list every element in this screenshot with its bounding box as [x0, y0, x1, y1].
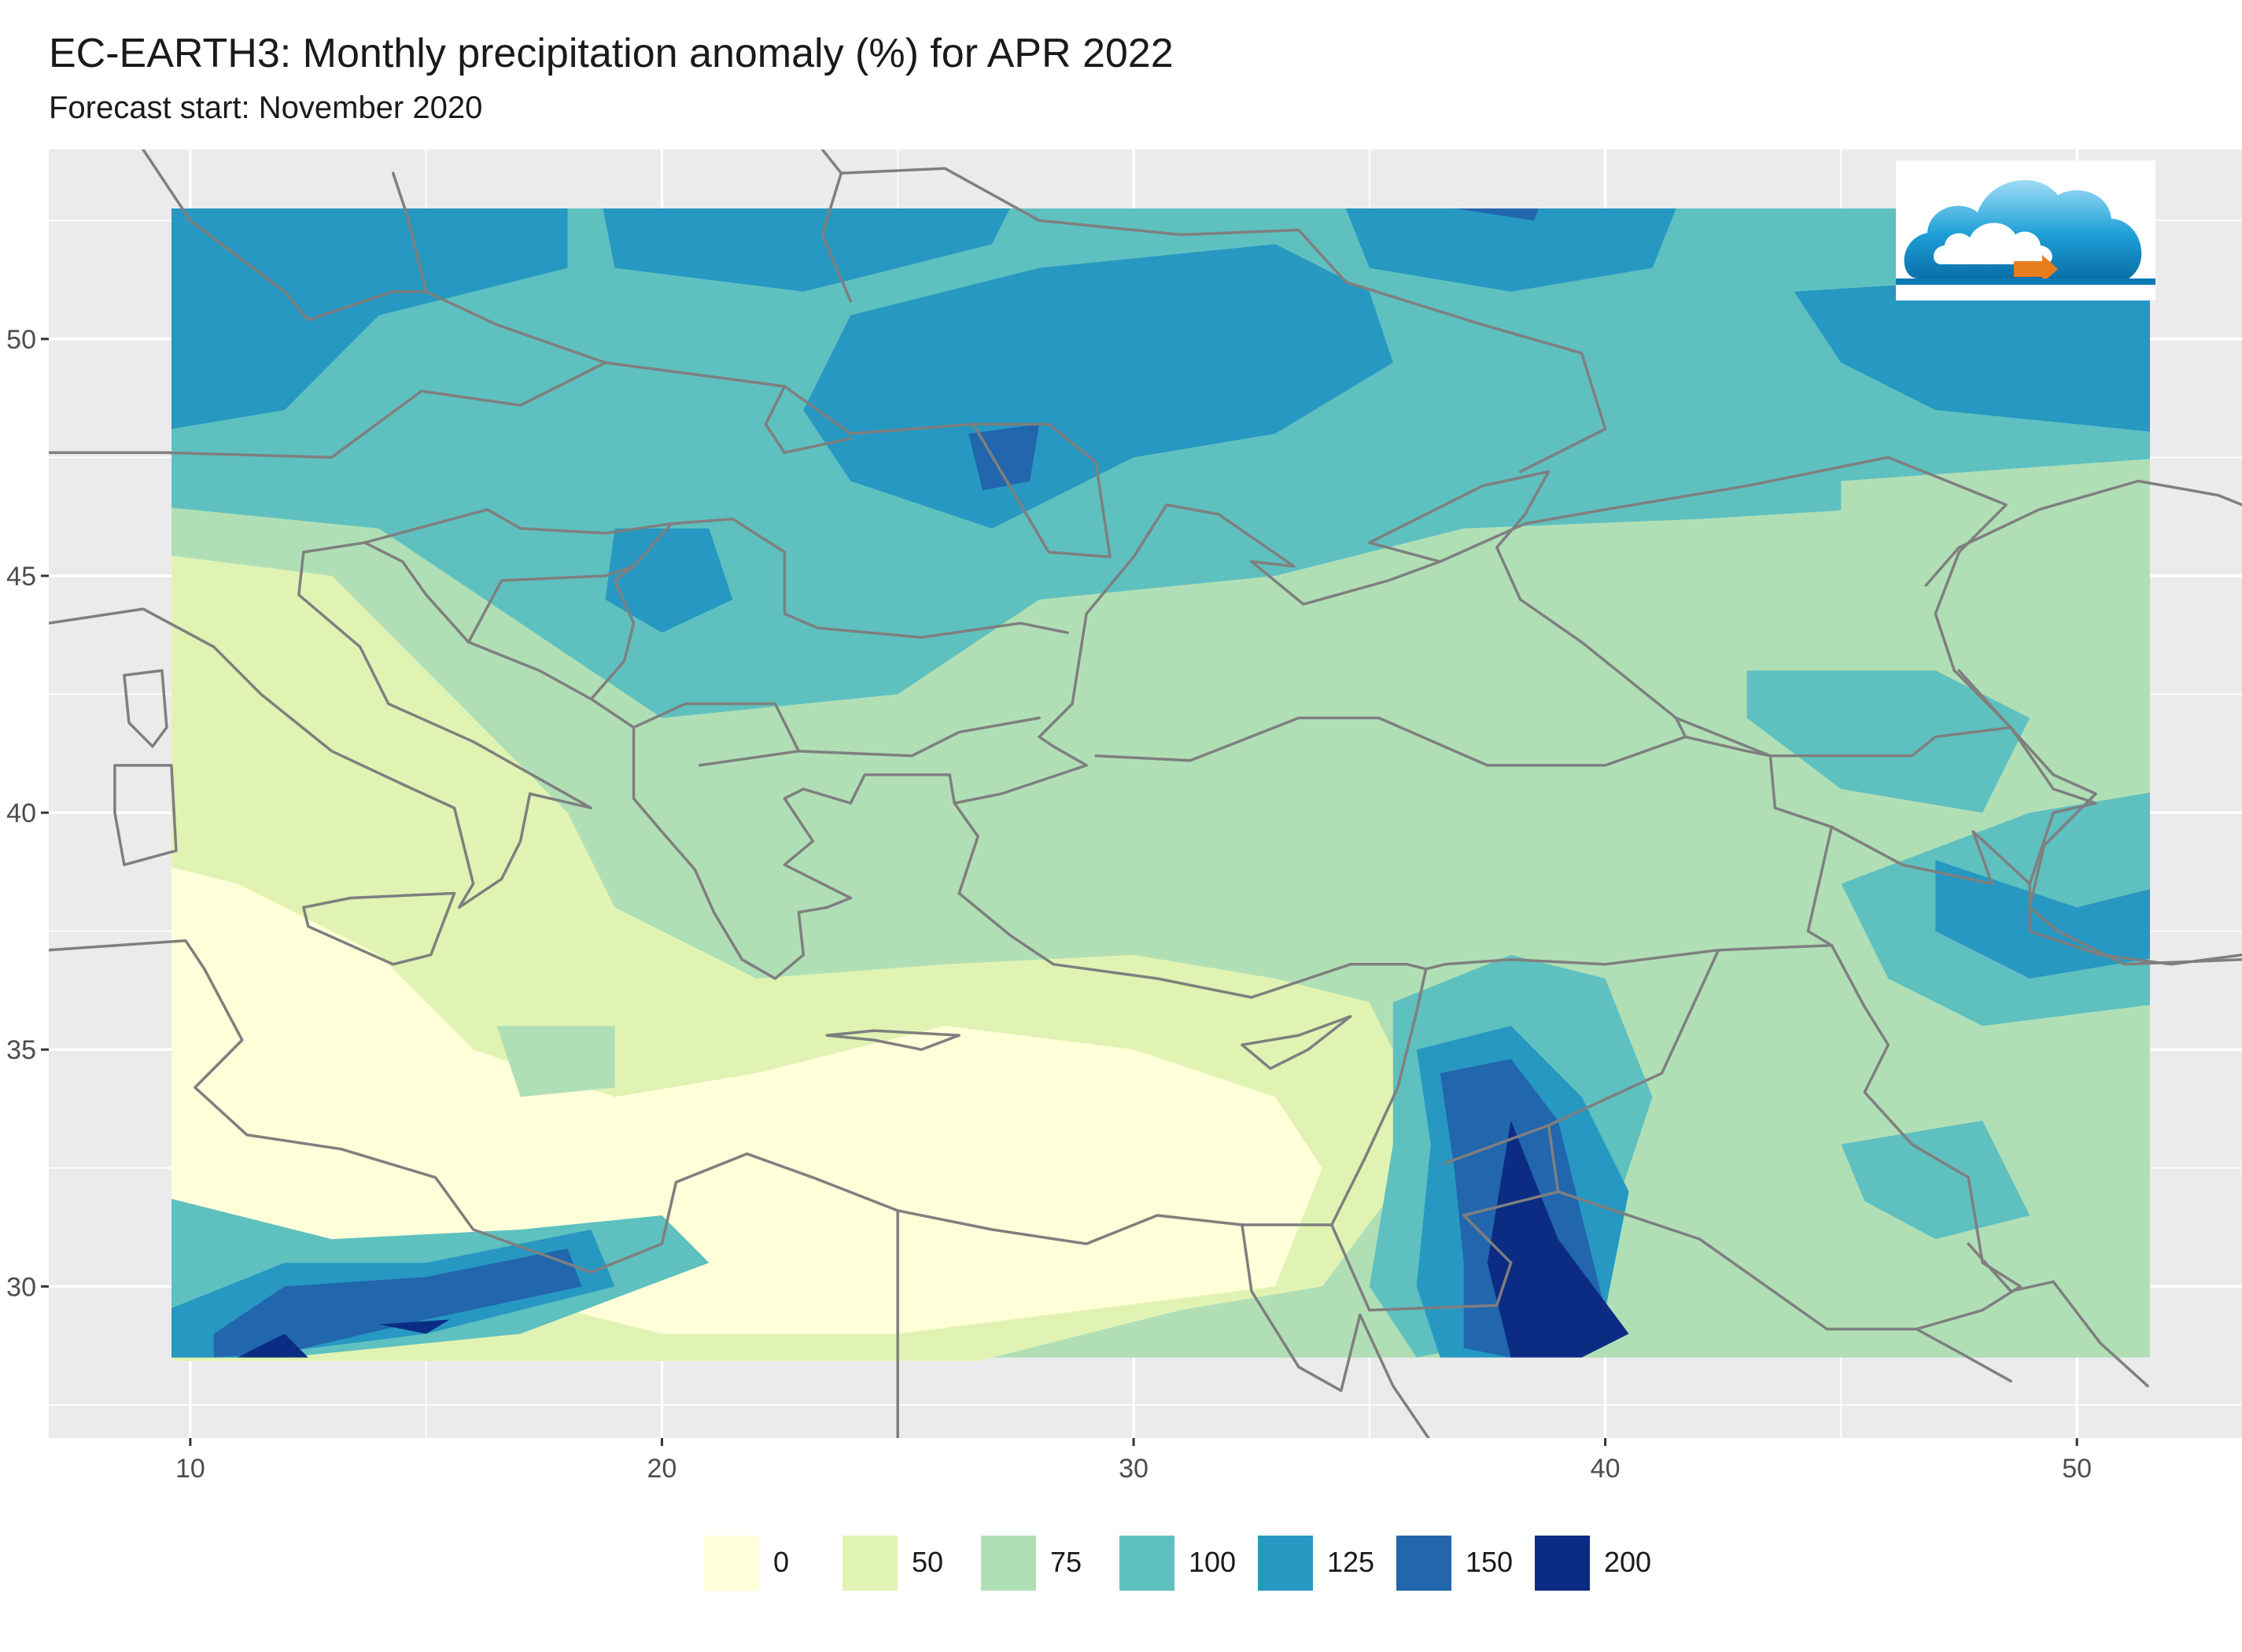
y-tick-label: 40 — [6, 798, 36, 828]
anomaly-region-150 — [968, 424, 1040, 491]
anomaly-region-125 — [803, 244, 1393, 529]
cloud-logo-icon — [1896, 160, 2155, 301]
border-line — [1674, 716, 2012, 758]
border-line — [1241, 1223, 1430, 1438]
anomaly-region-125 — [605, 528, 733, 633]
y-tick-label: 45 — [6, 562, 36, 592]
border-line — [1683, 735, 1772, 758]
border-line — [632, 702, 801, 753]
border-line — [1830, 943, 2022, 1312]
legend-swatch — [1119, 1536, 1174, 1591]
legend-label: 50 — [912, 1546, 944, 1578]
anomaly-region-75 — [496, 1026, 615, 1097]
border-line — [764, 385, 853, 455]
border-line — [1915, 1327, 2012, 1383]
anomaly-region-100 — [1841, 1120, 2030, 1240]
border-line — [839, 167, 1607, 474]
x-tick-label: 30 — [1119, 1454, 1149, 1484]
legend-label: 100 — [1189, 1546, 1237, 1578]
border-line — [698, 716, 1041, 767]
border-line — [1768, 754, 2031, 886]
map-subtitle: Forecast start: November 2020 — [49, 90, 483, 125]
map-title: EC-EARTH3: Monthly precipitation anomaly… — [49, 31, 1174, 76]
border-line — [123, 669, 168, 748]
border-line — [49, 361, 1112, 559]
border-line — [391, 171, 428, 293]
anomaly-region-125 — [603, 208, 1010, 292]
x-axis: 10 20 30 40 50 — [175, 1438, 2092, 1484]
border-line — [1967, 1242, 2149, 1388]
legend-label: 200 — [1604, 1546, 1652, 1578]
anomaly-region-200 — [237, 1333, 308, 1358]
border-line — [1368, 948, 1720, 1312]
border-line — [1241, 1015, 1352, 1071]
x-tick-label: 50 — [2062, 1454, 2092, 1484]
anomaly-region-125 — [1794, 269, 2150, 432]
anomaly-region-125 — [1345, 208, 1676, 292]
country-borders — [49, 149, 2242, 1438]
border-line — [1443, 1123, 1551, 1165]
border-line — [302, 891, 456, 966]
y-tick-label: 50 — [6, 325, 36, 355]
border-line — [1957, 669, 2242, 966]
border-line — [820, 149, 853, 303]
border-line — [589, 517, 1069, 701]
border-line — [363, 541, 956, 980]
legend-swatch — [704, 1536, 759, 1591]
legend-swatch — [981, 1536, 1036, 1591]
anomaly-region-75 — [1841, 459, 2150, 669]
legend-swatch — [843, 1536, 898, 1591]
anomaly-region-150 — [213, 1248, 582, 1358]
border-line — [142, 149, 607, 364]
y-tick-label: 30 — [6, 1272, 36, 1302]
x-tick-label: 20 — [647, 1454, 677, 1484]
x-tick-label: 40 — [1591, 1454, 1621, 1484]
y-tick-label: 35 — [6, 1035, 36, 1065]
anomaly-region-200 — [378, 1319, 450, 1334]
border-line — [466, 565, 636, 644]
legend-label: 125 — [1327, 1546, 1375, 1578]
border-line — [49, 470, 1687, 1274]
legend-swatch — [1535, 1536, 1590, 1591]
anomaly-region-0 — [171, 867, 1322, 1334]
anomaly-field — [171, 208, 2150, 1361]
anomaly-region-100 — [1746, 670, 2030, 813]
border-line — [1438, 455, 2242, 966]
x-tick-label: 10 — [175, 1454, 205, 1484]
anomaly-region-125 — [171, 208, 568, 430]
border-line — [1330, 1223, 1371, 1312]
legend-label: 75 — [1050, 1546, 1082, 1578]
border-line — [1556, 1190, 1984, 1331]
border-line — [825, 1029, 961, 1051]
legend-label: 0 — [773, 1546, 790, 1578]
legend-swatch — [1258, 1536, 1313, 1591]
border-line — [113, 764, 178, 867]
border-line — [1424, 825, 1834, 971]
anomaly-region-150 — [1454, 208, 1539, 221]
legend-label: 150 — [1466, 1546, 1514, 1578]
border-line — [49, 541, 593, 909]
border-line — [1924, 479, 2242, 587]
y-axis: 50 45 40 35 30 — [6, 325, 49, 1302]
anomaly-region-200 — [1487, 1120, 1629, 1358]
legend-swatch — [1396, 1536, 1451, 1591]
border-line — [363, 507, 673, 544]
